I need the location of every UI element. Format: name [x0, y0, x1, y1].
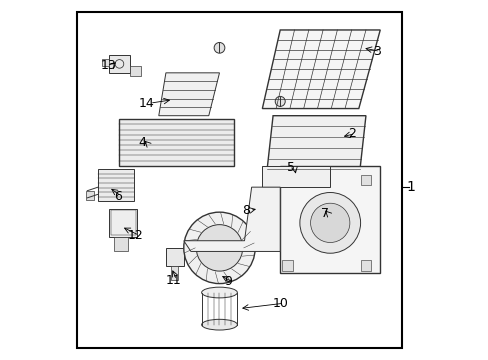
Bar	[282, 260, 292, 271]
Text: 6: 6	[114, 190, 122, 203]
Text: 3: 3	[372, 45, 380, 58]
Bar	[108, 208, 137, 237]
Text: 1: 1	[406, 180, 414, 194]
Text: 12: 12	[127, 229, 143, 242]
Bar	[130, 66, 141, 76]
Bar	[108, 55, 130, 73]
Bar	[251, 191, 265, 226]
Ellipse shape	[201, 287, 237, 298]
Polygon shape	[159, 73, 219, 116]
Bar	[171, 266, 178, 280]
Bar	[360, 175, 370, 185]
Circle shape	[214, 42, 224, 53]
Circle shape	[275, 96, 285, 107]
Circle shape	[196, 225, 242, 271]
Bar	[253, 193, 264, 225]
Text: 7: 7	[320, 207, 328, 220]
Polygon shape	[183, 187, 280, 251]
Polygon shape	[280, 166, 380, 273]
Text: 9: 9	[224, 275, 232, 288]
Bar	[360, 260, 370, 271]
Text: 8: 8	[242, 204, 250, 217]
Text: 5: 5	[286, 161, 294, 174]
Circle shape	[310, 203, 349, 243]
Text: 10: 10	[272, 297, 287, 310]
Bar	[165, 248, 183, 266]
Text: 11: 11	[165, 274, 181, 287]
Text: 4: 4	[139, 136, 146, 149]
Text: 13: 13	[101, 59, 117, 72]
Bar	[102, 59, 108, 66]
Bar	[85, 191, 94, 200]
Bar	[98, 169, 134, 202]
Ellipse shape	[201, 319, 237, 330]
Text: 14: 14	[138, 97, 154, 110]
Bar	[282, 175, 292, 185]
Circle shape	[299, 193, 360, 253]
Polygon shape	[262, 30, 380, 109]
Text: 2: 2	[347, 127, 355, 140]
Bar	[114, 237, 128, 251]
Polygon shape	[265, 116, 365, 180]
Bar	[119, 119, 233, 166]
Polygon shape	[262, 166, 329, 187]
Circle shape	[183, 212, 255, 284]
Bar	[110, 210, 135, 235]
